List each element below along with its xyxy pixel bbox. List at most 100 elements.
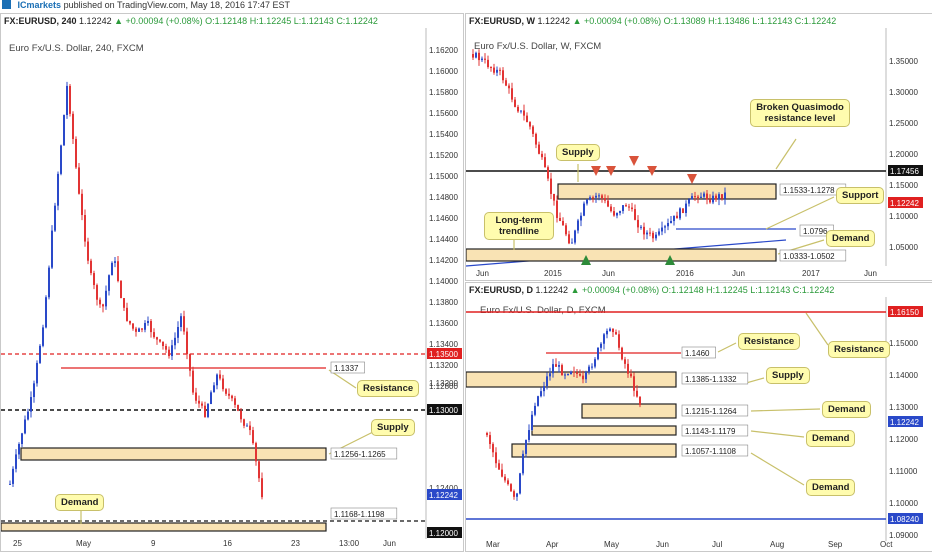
brand-name[interactable]: ICmarkets xyxy=(17,0,62,10)
annotation-broken-qm: Broken Quasimodo resistance level xyxy=(750,99,850,127)
chart-subtitle: Euro Fx/U.S. Dollar, D, FXCM xyxy=(480,305,606,316)
chart-panel-daily[interactable]: FX:EURUSD, D 1.12242 ▲ +0.00094 (+0.08%)… xyxy=(465,282,932,552)
y-tick-label: 1.15800 xyxy=(429,88,458,97)
candle-candle xyxy=(114,261,116,263)
candle-candle xyxy=(51,230,53,268)
candle-candle xyxy=(601,195,603,199)
candle-candle xyxy=(558,365,560,367)
y-tick-label: 1.14200 xyxy=(429,256,458,265)
candle-candle xyxy=(646,232,648,235)
candle-candle xyxy=(559,217,561,221)
x-tick-label: Apr xyxy=(546,540,559,549)
price-tag-13500: 1.13500 xyxy=(429,350,458,359)
candle-candle xyxy=(27,411,29,420)
price-tag-13000: 1.13000 xyxy=(429,406,458,415)
candle-candle xyxy=(589,197,591,200)
x-tick-label: 23 xyxy=(291,539,300,548)
price-tag-17456: 1.17456 xyxy=(890,167,919,176)
x-tick-label: Jul xyxy=(712,540,722,549)
candle-candle xyxy=(171,345,173,357)
open-value: O:1.12148 xyxy=(205,16,248,26)
candlestick-chart-weekly[interactable]: 1.35000 1.30000 1.25000 1.20000 1.15000 1.100… xyxy=(466,14,932,280)
red-down-arrow-icon xyxy=(687,174,697,184)
candle-candle xyxy=(549,373,551,377)
open-value: O:1.12148 xyxy=(661,285,704,295)
open-value: O:1.13089 xyxy=(663,16,706,26)
candle-candle xyxy=(543,386,545,392)
y-tick-label: 1.14400 xyxy=(429,235,458,244)
x-tick-label: 2017 xyxy=(802,269,820,278)
candlestick-chart-daily[interactable]: 1.15000 1.14000 1.13000 1.12000 1.11000 1.100… xyxy=(466,283,932,551)
candle-candle xyxy=(640,226,642,228)
candlestick-chart-240[interactable]: 1.16200 1.16000 1.15800 1.15600 1.15400 1.152… xyxy=(1,14,463,551)
candle-candle xyxy=(207,403,209,417)
candle-candle xyxy=(546,376,548,387)
x-tick-label: Aug xyxy=(770,540,784,549)
annotation-demand-3: Demand xyxy=(806,479,856,496)
candle-candle xyxy=(96,285,98,300)
price-tag-16150: 1.16150 xyxy=(890,308,919,317)
x-tick-label: Oct xyxy=(880,540,893,549)
annotation-demand: Demand xyxy=(826,230,876,247)
annotation-resistance-2: Resistance xyxy=(828,341,891,358)
candle-candle xyxy=(670,221,672,223)
candle-candle xyxy=(213,385,215,393)
candle-candle xyxy=(534,405,536,415)
candle-candle xyxy=(520,110,522,112)
price-tag-08240-bg xyxy=(888,513,923,524)
candle-candle xyxy=(493,67,495,73)
y-tick-label: 1.12400 xyxy=(429,484,458,493)
candle-candle xyxy=(567,373,569,375)
candle-candle xyxy=(531,414,533,431)
candle-candle xyxy=(496,69,498,73)
candle-candle xyxy=(595,195,597,198)
symbol-label: FX:EURUSD, W xyxy=(469,16,535,26)
red-down-arrow-icon xyxy=(647,166,657,176)
candle-candle xyxy=(706,193,708,200)
candle-candle xyxy=(625,205,627,207)
x-tick-label: Mar xyxy=(486,540,500,549)
candle-candle xyxy=(639,396,641,406)
connector-line xyxy=(750,430,805,438)
candle-candle xyxy=(489,435,491,445)
x-tick-label: Jun xyxy=(864,269,877,278)
last-price: 1.12242 xyxy=(79,16,112,26)
candle-candle xyxy=(246,425,248,427)
tradingview-logo-icon xyxy=(2,0,11,9)
candle-candle xyxy=(487,59,489,68)
candle-candle xyxy=(667,222,669,227)
candle-candle xyxy=(634,209,636,220)
candle-candle xyxy=(261,478,263,498)
y-tick-label: 1.15600 xyxy=(429,109,458,118)
candle-candle xyxy=(30,397,32,412)
label-supply-range-box xyxy=(330,447,398,460)
candle-candle xyxy=(721,194,723,199)
candle-candle xyxy=(697,196,699,198)
y-tick-label: 1.14800 xyxy=(429,193,458,202)
candle-candle xyxy=(228,393,230,396)
chart-panel-weekly[interactable]: FX:EURUSD, W 1.12242 ▲ +0.00094 (+0.08%)… xyxy=(465,13,932,281)
candle-candle xyxy=(150,321,152,333)
candle-candle xyxy=(507,480,509,485)
candle-candle xyxy=(216,374,218,386)
up-arrow-icon: ▲ xyxy=(572,16,582,26)
candle-candle xyxy=(580,215,582,221)
change-value: +0.00094 (+0.08%) xyxy=(125,16,203,26)
candle-candle xyxy=(219,374,221,379)
demand-zone-3 xyxy=(511,443,677,458)
label-demand-range-2: 1.1143-1.1179 xyxy=(685,427,736,436)
panel-header: FX:EURUSD, 240 1.12242 ▲ +0.00094 (+0.08… xyxy=(1,14,378,28)
y-tick-label: 1.10000 xyxy=(889,212,918,221)
x-tick-label: Jun xyxy=(732,269,745,278)
label-demand-range: 1.1168-1.1198 xyxy=(334,510,385,519)
candle-candle xyxy=(57,173,59,206)
chart-panel-240[interactable]: FX:EURUSD, 240 1.12242 ▲ +0.00094 (+0.08… xyxy=(0,13,464,552)
supply-zone xyxy=(20,447,327,461)
label-supply-range: 1.1533-1.1278 xyxy=(783,186,835,195)
candle-candle xyxy=(523,110,525,116)
candle-candle xyxy=(619,211,621,213)
annotation-demand: Demand xyxy=(55,494,105,511)
candle-candle xyxy=(225,389,227,394)
candle-candle xyxy=(165,346,167,350)
candle-candle xyxy=(159,339,161,342)
